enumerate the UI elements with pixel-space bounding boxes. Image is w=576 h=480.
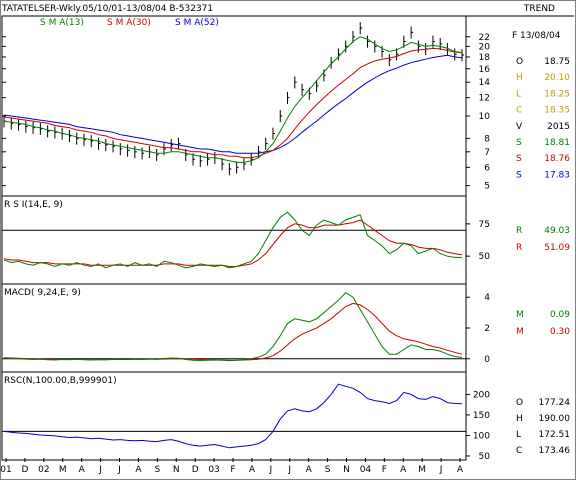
x-tick-label: M <box>418 465 426 475</box>
price-tick-label: 5 <box>484 182 490 192</box>
side-date: F 13/08/04 <box>512 31 561 41</box>
x-tick-label: J <box>287 465 291 475</box>
x-tick-label: M <box>59 465 67 475</box>
price-readout-key: C <box>516 106 522 116</box>
rsc-readout-key: O <box>516 398 523 408</box>
x-tick-label: 01 <box>0 465 11 475</box>
rsc-readout-key: L <box>516 430 521 440</box>
rsi-line <box>3 211 462 269</box>
rsc-readout-value: 177.24 <box>539 398 571 408</box>
x-tick-label: J <box>117 465 121 475</box>
rsi-tick-label: 75 <box>479 220 490 230</box>
price-readout-key: L <box>516 89 521 99</box>
x-tick-label: 03 <box>208 465 219 475</box>
x-tick-label: N <box>343 465 350 475</box>
price-readout-value: 18.75 <box>544 57 570 67</box>
chart-title: TATATELSER-Wkly.05/10/01-13/08/04 B-5323… <box>1 4 213 14</box>
macd-tick-label: 4 <box>484 293 490 303</box>
x-tick-label: F <box>230 465 235 475</box>
price-readout-key: S <box>516 138 522 148</box>
x-tick-label: J <box>269 465 273 475</box>
sma52-line <box>3 54 463 154</box>
rsc-tick-label: 150 <box>473 411 490 421</box>
rsi-readout-key: R <box>516 243 522 253</box>
price-readout-value: 18.25 <box>544 89 570 99</box>
trend-label: TREND <box>523 4 555 14</box>
x-tick-label: A <box>457 465 464 475</box>
x-tick-label: A <box>306 465 313 475</box>
rsi-tick-label: 50 <box>479 252 491 262</box>
rsc-readout-key: C <box>516 446 522 456</box>
x-tick-label: D <box>192 465 199 475</box>
price-readout-key: H <box>516 73 523 83</box>
x-tick-label: A <box>79 465 86 475</box>
price-readout-value: 17.83 <box>544 170 570 180</box>
price-readout-key: V <box>516 122 523 132</box>
price-tick-label: 16 <box>479 65 491 75</box>
rsi-label: R S I(14,E, 9) <box>4 200 63 210</box>
price-readout-value: 2015 <box>547 122 570 132</box>
macd-readout-key: M <box>516 310 524 320</box>
rsc-line <box>3 383 463 449</box>
sma30-line <box>3 47 463 159</box>
x-tick-label: F <box>382 465 387 475</box>
x-tick-label: N <box>173 465 180 475</box>
rsi-readout-value: 51.09 <box>544 243 570 253</box>
rsi-readout-value: 49.03 <box>544 226 570 236</box>
x-tick-label: A <box>135 465 142 475</box>
legend-sma30: S M A(30) <box>107 18 151 28</box>
x-tick-label: J <box>98 465 102 475</box>
x-tick-label: A <box>249 465 256 475</box>
legend-sma52: S M A(52) <box>175 18 219 28</box>
x-tick-label: 02 <box>38 465 49 475</box>
rsc-readout-value: 190.00 <box>539 414 571 424</box>
price-tick-label: 20 <box>479 42 491 52</box>
x-tick-label: A <box>400 465 407 475</box>
price-tick-label: 7 <box>484 148 490 158</box>
macd-line <box>3 291 463 362</box>
price-tick-label: 22 <box>479 33 490 43</box>
price-readout-value: 18.35 <box>544 106 570 116</box>
price-tick-label: 10 <box>479 112 491 122</box>
macd-tick-label: 2 <box>484 324 490 334</box>
rsc-readout-value: 173.46 <box>539 446 571 456</box>
price-readout-key: O <box>516 57 523 67</box>
price-tick-label: 12 <box>479 94 490 104</box>
x-tick-label: J <box>439 465 443 475</box>
macd-readout-value: 0.30 <box>550 327 570 337</box>
rsc-tick-label: 50 <box>479 452 491 462</box>
x-tick-label: D <box>21 465 28 475</box>
price-tick-label: 18 <box>479 53 491 63</box>
macd-tick-label: 0 <box>484 355 490 365</box>
price-readout-key: S <box>516 170 522 180</box>
macd-readout-key: M <box>516 327 524 337</box>
price-tick-label: 8 <box>484 134 490 144</box>
x-tick-label: S <box>325 465 331 475</box>
price-readout-value: 18.76 <box>544 154 570 164</box>
price-tick-label: 6 <box>484 163 490 173</box>
rsc-tick-label: 200 <box>473 390 490 400</box>
legend-sma13: S M A(13) <box>40 18 84 28</box>
price-readout-key: S <box>516 154 522 164</box>
price-tick-label: 14 <box>479 78 491 88</box>
macd-readout-value: 0.09 <box>550 310 570 320</box>
macd-label: MACD( 9,24,E, 9) <box>4 288 81 298</box>
x-tick-label: S <box>154 465 160 475</box>
rsc-label: RSC(N,100.00,B,999901) <box>4 376 117 386</box>
rsi-readout-key: R <box>516 226 522 236</box>
sma13-line <box>3 36 463 163</box>
rsc-tick-label: 100 <box>473 431 490 441</box>
price-readout-value: 18.81 <box>544 138 570 148</box>
rsc-readout-key: H <box>516 414 523 424</box>
x-tick-label: 04 <box>360 465 372 475</box>
rsc-readout-value: 172.51 <box>539 430 571 440</box>
price-readout-value: 20.10 <box>544 73 570 83</box>
